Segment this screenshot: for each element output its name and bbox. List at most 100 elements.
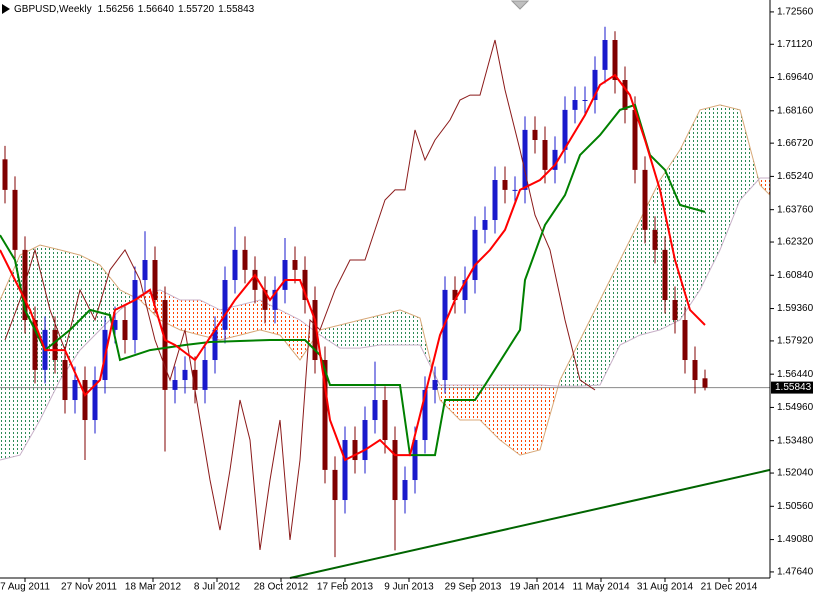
scroll-marker bbox=[510, 0, 530, 10]
chart-marker bbox=[2, 4, 10, 14]
x-tick-label: 7 Aug 2011 bbox=[0, 582, 50, 593]
x-tick-label: 9 Jun 2013 bbox=[384, 582, 434, 593]
candle-body bbox=[502, 180, 508, 190]
candle-body bbox=[362, 420, 368, 461]
x-tick-label: 31 Aug 2014 bbox=[637, 582, 694, 593]
candle-body bbox=[612, 40, 618, 81]
candle-body bbox=[652, 229, 658, 250]
cloud-span-line bbox=[0, 104, 771, 456]
candle-body bbox=[252, 269, 258, 290]
cloud-segment bbox=[280, 309, 300, 361]
candle-body bbox=[222, 280, 228, 330]
candle-body bbox=[242, 249, 248, 270]
y-tick-label: 1.59360 bbox=[777, 303, 813, 314]
x-tick-label: 27 Nov 2011 bbox=[61, 582, 117, 593]
indicator-line bbox=[4, 39, 596, 550]
cloud-segment bbox=[400, 309, 420, 345]
candle-body bbox=[122, 320, 128, 341]
candle-body bbox=[332, 469, 338, 501]
y-tick-label: 1.69640 bbox=[777, 72, 813, 83]
candle-body bbox=[182, 369, 188, 381]
candle-body bbox=[192, 369, 198, 390]
y-tick-label: 1.68160 bbox=[777, 105, 813, 116]
candle-body bbox=[312, 300, 318, 361]
chart-header: GBPUSD,Weekly 1.56256 1.56640 1.55720 1.5584… bbox=[14, 4, 255, 15]
candle-body bbox=[582, 100, 588, 102]
cloud-segment bbox=[720, 104, 740, 250]
candle-body bbox=[542, 140, 548, 170]
candle-body bbox=[632, 109, 638, 170]
candle-body bbox=[642, 169, 648, 230]
cloud-segment bbox=[620, 220, 640, 345]
indicator-line bbox=[0, 73, 706, 462]
candle-body bbox=[552, 149, 558, 170]
y-tick-label: 1.66720 bbox=[777, 138, 813, 149]
cloud-segment bbox=[440, 384, 460, 421]
candle-body bbox=[482, 220, 488, 230]
cloud-segment bbox=[500, 384, 520, 456]
cloud-segment bbox=[760, 177, 770, 196]
candle-body bbox=[622, 80, 628, 110]
y-tick-label: 1.72560 bbox=[777, 7, 813, 18]
candle-body bbox=[452, 289, 458, 301]
candle-body bbox=[462, 280, 468, 301]
cloud-segment bbox=[460, 384, 480, 421]
candle-body bbox=[532, 129, 538, 141]
open-label: 1.56256 bbox=[98, 4, 135, 15]
x-tick-label: 17 Feb 2013 bbox=[317, 582, 374, 593]
cloud-segment bbox=[700, 104, 720, 290]
y-tick-label: 1.62320 bbox=[777, 237, 813, 248]
candle-body bbox=[592, 69, 598, 101]
cloud-segment bbox=[340, 320, 360, 349]
cloud-segment bbox=[600, 260, 620, 385]
y-tick-label: 1.57920 bbox=[777, 336, 813, 347]
candle-body bbox=[512, 189, 518, 191]
candle-body bbox=[682, 320, 688, 361]
y-tick-label: 1.56440 bbox=[777, 369, 813, 380]
candle-body bbox=[52, 329, 58, 361]
last-price-box bbox=[771, 381, 813, 394]
candle-body bbox=[142, 260, 148, 281]
y-tick-label: 1.47640 bbox=[777, 567, 813, 578]
candle-body bbox=[322, 360, 328, 470]
x-tick-label: 18 Mar 2012 bbox=[125, 582, 182, 593]
candle-body bbox=[202, 360, 208, 390]
candle-body bbox=[132, 280, 138, 341]
y-tick-label: 1.63760 bbox=[777, 204, 813, 215]
cloud-segment bbox=[580, 300, 600, 387]
candle-body bbox=[402, 480, 408, 501]
cloud-segment bbox=[300, 320, 320, 361]
candle-body bbox=[522, 129, 528, 190]
candle-body bbox=[12, 189, 18, 250]
candle-body bbox=[272, 289, 278, 310]
candle-body bbox=[62, 360, 68, 401]
cloud-segment bbox=[480, 384, 500, 441]
candle-body bbox=[282, 260, 288, 290]
candle-body bbox=[662, 249, 668, 301]
indicator-line bbox=[289, 468, 771, 579]
cloud-segment bbox=[560, 340, 580, 387]
close-label: 1.55843 bbox=[218, 4, 255, 15]
candle-body bbox=[412, 440, 418, 481]
candle-body bbox=[562, 109, 568, 150]
y-tick-label: 1.54960 bbox=[777, 402, 813, 413]
symbol-title: GBPUSD,Weekly bbox=[14, 4, 92, 15]
x-tick-label: 28 Oct 2012 bbox=[254, 582, 309, 593]
y-tick-label: 1.65240 bbox=[777, 171, 813, 182]
cloud-segment bbox=[360, 315, 380, 349]
candle-body bbox=[672, 300, 678, 321]
cloud-segment bbox=[680, 109, 700, 321]
candle-body bbox=[472, 229, 478, 281]
candle-body bbox=[292, 260, 298, 270]
candle-body bbox=[32, 320, 38, 370]
candle-body bbox=[112, 320, 118, 330]
cloud-segment bbox=[520, 384, 540, 456]
candle-body bbox=[692, 360, 698, 381]
y-tick-label: 1.50560 bbox=[777, 501, 813, 512]
y-tick-label: 1.49080 bbox=[777, 534, 813, 545]
low-label: 1.55720 bbox=[178, 4, 215, 15]
high-label: 1.56640 bbox=[138, 4, 175, 15]
candle-body bbox=[232, 249, 238, 281]
